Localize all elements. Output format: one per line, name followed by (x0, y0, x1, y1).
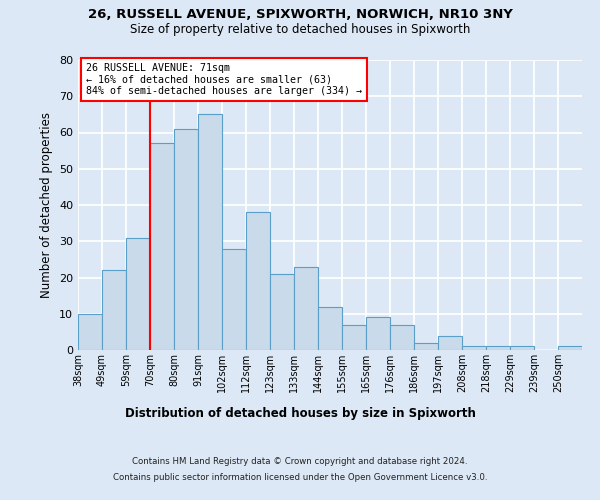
Bar (438, 336, 462, 350)
Bar (510, 346, 534, 350)
Text: 26, RUSSELL AVENUE, SPIXWORTH, NORWICH, NR10 3NY: 26, RUSSELL AVENUE, SPIXWORTH, NORWICH, … (88, 8, 512, 20)
Bar (294, 266, 318, 350)
Bar (390, 324, 414, 350)
Y-axis label: Number of detached properties: Number of detached properties (40, 112, 53, 298)
Text: Size of property relative to detached houses in Spixworth: Size of property relative to detached ho… (130, 22, 470, 36)
Bar (150, 144, 174, 350)
Bar (558, 346, 582, 350)
Bar (270, 274, 294, 350)
Text: Contains public sector information licensed under the Open Government Licence v3: Contains public sector information licen… (113, 472, 487, 482)
Text: 26 RUSSELL AVENUE: 71sqm
← 16% of detached houses are smaller (63)
84% of semi-d: 26 RUSSELL AVENUE: 71sqm ← 16% of detach… (86, 63, 362, 96)
Bar (366, 318, 390, 350)
Bar (78, 314, 102, 350)
Bar (198, 114, 222, 350)
Bar (126, 238, 150, 350)
Bar (246, 212, 270, 350)
Text: Distribution of detached houses by size in Spixworth: Distribution of detached houses by size … (125, 408, 475, 420)
Bar (414, 343, 438, 350)
Bar (222, 248, 246, 350)
Text: Contains HM Land Registry data © Crown copyright and database right 2024.: Contains HM Land Registry data © Crown c… (132, 458, 468, 466)
Bar (102, 270, 126, 350)
Bar (342, 324, 366, 350)
Bar (486, 346, 510, 350)
Bar (174, 129, 198, 350)
Bar (318, 306, 342, 350)
Bar (462, 346, 486, 350)
